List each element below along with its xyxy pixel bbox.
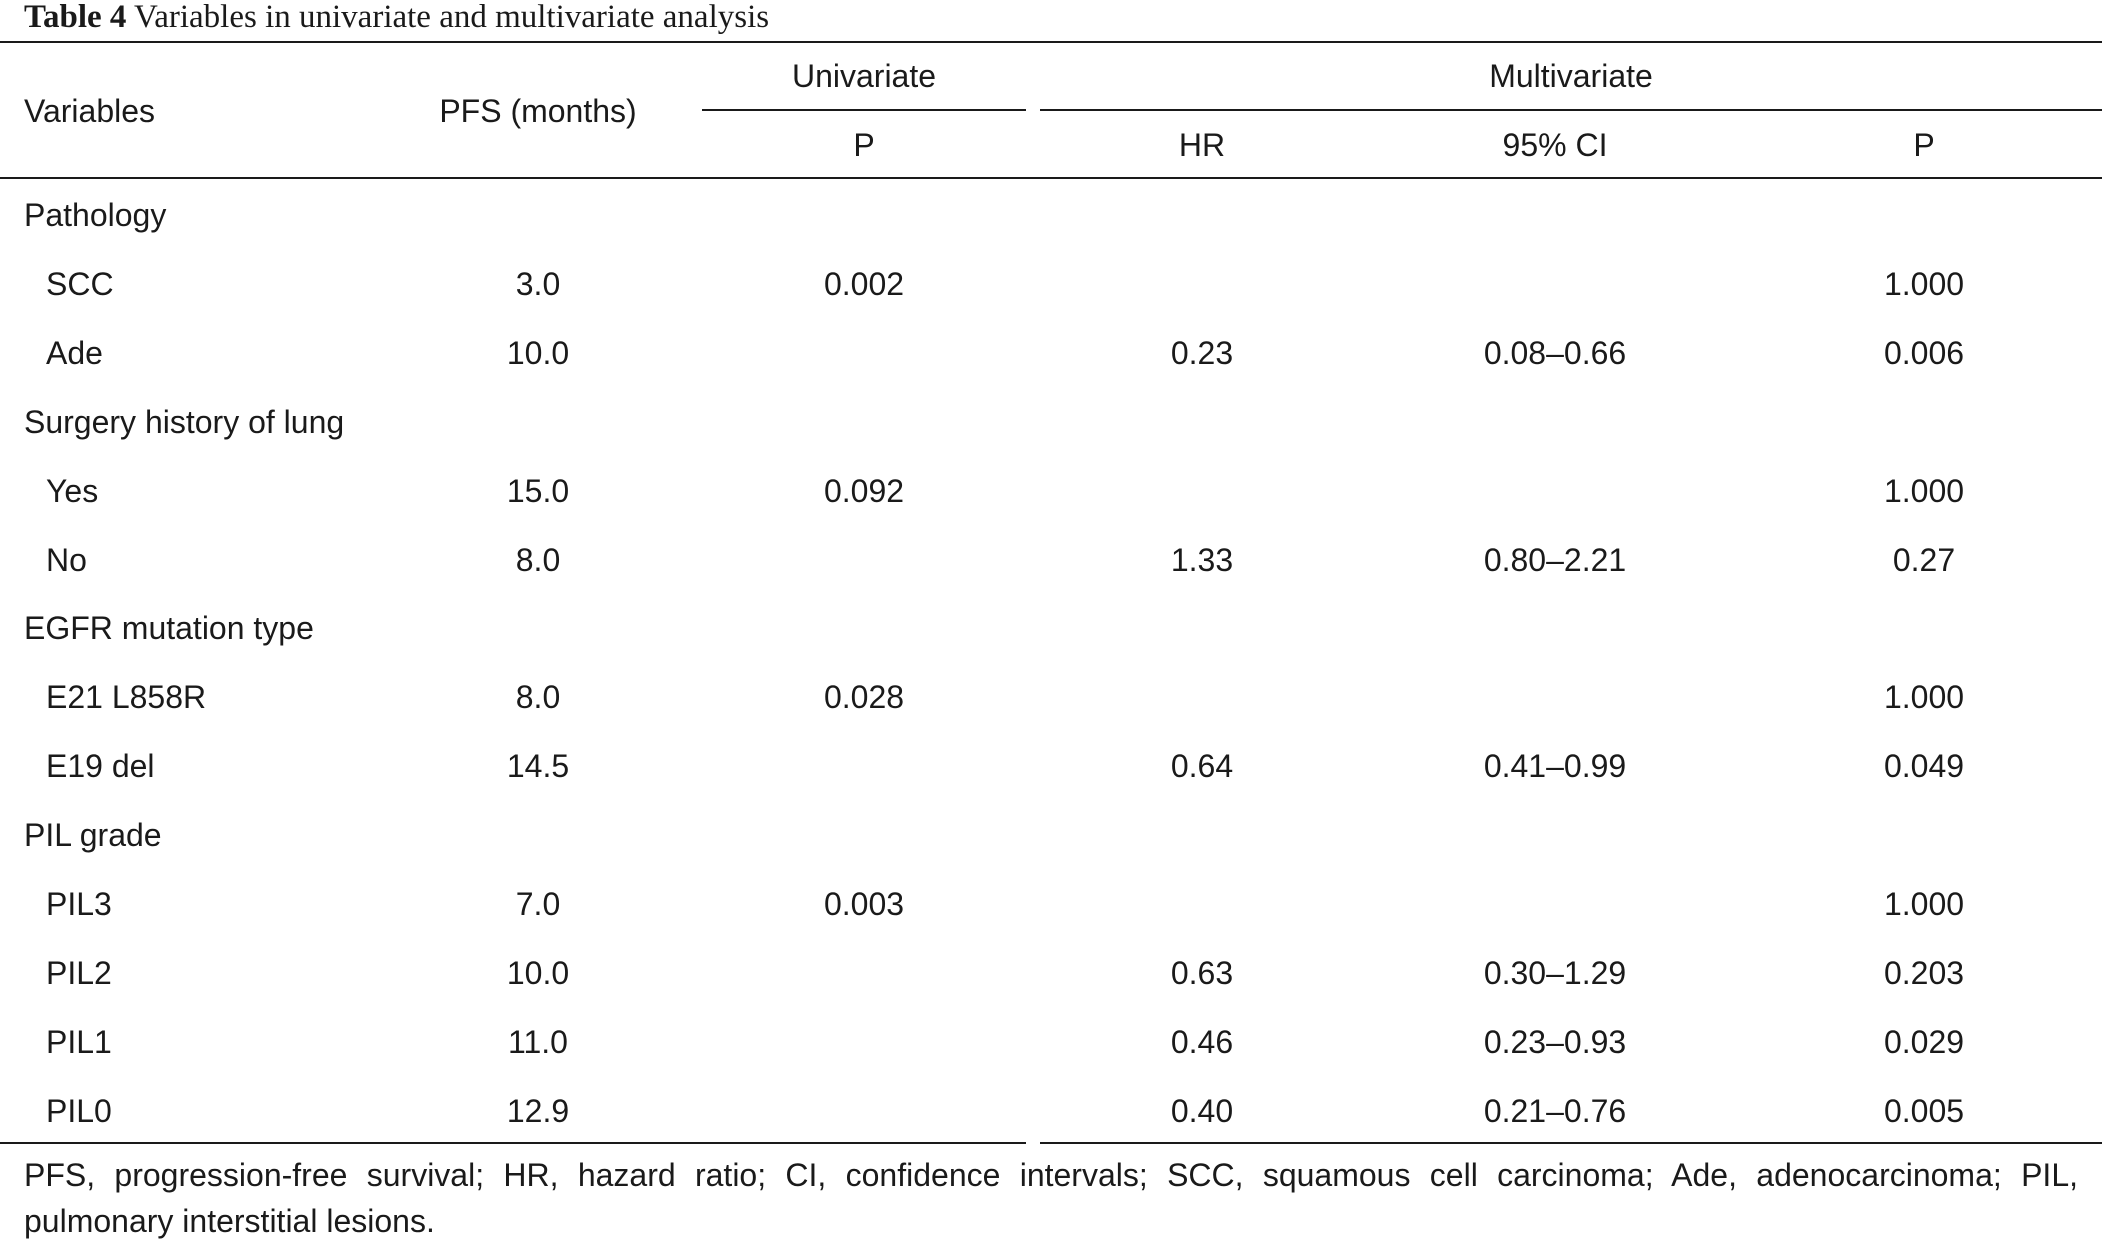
header-variables: Variables xyxy=(24,93,156,129)
cell-multivariate-p: 0.006 xyxy=(1883,335,1965,371)
cell-95ci: 0.08–0.66 xyxy=(1483,335,1627,371)
cell-univariate-p: 0.003 xyxy=(823,886,905,922)
cell-95ci: 0.30–1.29 xyxy=(1483,955,1627,991)
cell-multivariate-p: 0.005 xyxy=(1883,1093,1965,1129)
cell-pfs: 7.0 xyxy=(515,886,561,922)
cell-pfs: 11.0 xyxy=(508,1024,568,1060)
table-caption-text: Variables in univariate and multivariate… xyxy=(126,0,770,35)
variable-label: No xyxy=(46,542,87,578)
cell-pfs: 10.0 xyxy=(506,955,570,991)
cell-multivariate-p: 1.000 xyxy=(1883,473,1965,509)
table-footnote: PFS, progression-free survival; HR, haza… xyxy=(24,1157,2078,1239)
variable-label: Ade xyxy=(46,335,103,371)
cell-95ci: 0.23–0.93 xyxy=(1483,1024,1627,1060)
header-bottom-rule xyxy=(0,177,2102,179)
cell-pfs: 15.0 xyxy=(506,473,570,509)
cell-hr: 0.64 xyxy=(1170,748,1234,784)
group-label: PIL grade xyxy=(24,817,162,853)
header-univariate: Univariate xyxy=(791,58,937,94)
cell-hr: 0.40 xyxy=(1170,1093,1234,1129)
cell-95ci: 0.80–2.21 xyxy=(1483,542,1627,578)
variable-label: SCC xyxy=(46,266,114,302)
multivariate-span-rule xyxy=(1040,109,2102,111)
cell-95ci: 0.41–0.99 xyxy=(1483,748,1627,784)
header-univariate-p: P xyxy=(853,127,875,163)
cell-univariate-p: 0.092 xyxy=(823,473,905,509)
header-pfs: PFS (months) xyxy=(439,93,637,129)
variable-label: PIL2 xyxy=(46,955,112,991)
cell-multivariate-p: 0.203 xyxy=(1883,955,1965,991)
cell-hr: 0.23 xyxy=(1170,335,1234,371)
cell-hr: 1.33 xyxy=(1170,542,1234,578)
cell-multivariate-p: 1.000 xyxy=(1883,679,1965,715)
cell-multivariate-p: 1.000 xyxy=(1883,886,1965,922)
cell-multivariate-p: 0.029 xyxy=(1883,1024,1965,1060)
table-caption: Table 4 Variables in univariate and mult… xyxy=(24,0,769,34)
variable-label: Yes xyxy=(46,473,99,509)
header-multivariate: Multivariate xyxy=(1489,58,1653,94)
bottom-rule-left xyxy=(0,1142,1026,1144)
variable-label: PIL1 xyxy=(46,1024,112,1060)
variable-label: PIL3 xyxy=(46,886,112,922)
bottom-rule-right xyxy=(1040,1142,2102,1144)
cell-multivariate-p: 1.000 xyxy=(1883,266,1965,302)
cell-univariate-p: 0.002 xyxy=(823,266,905,302)
cell-95ci: 0.21–0.76 xyxy=(1483,1093,1627,1129)
header-multivariate-p: P xyxy=(1913,127,1935,163)
header-hr: HR xyxy=(1178,127,1226,163)
cell-multivariate-p: 0.049 xyxy=(1883,748,1965,784)
cell-pfs: 8.0 xyxy=(515,679,561,715)
univariate-span-rule xyxy=(702,109,1026,111)
table-caption-label: Table 4 xyxy=(24,0,127,35)
cell-univariate-p: 0.028 xyxy=(823,679,905,715)
top-rule xyxy=(0,41,2102,43)
group-label: Pathology xyxy=(24,197,167,233)
variable-label: PIL0 xyxy=(46,1093,112,1129)
cell-hr: 0.63 xyxy=(1170,955,1234,991)
cell-pfs: 12.9 xyxy=(506,1093,570,1129)
group-label: EGFR mutation type xyxy=(24,610,314,646)
cell-hr: 0.46 xyxy=(1170,1024,1234,1060)
group-label: Surgery history of lung xyxy=(24,404,345,440)
cell-pfs: 8.0 xyxy=(515,542,561,578)
cell-multivariate-p: 0.27 xyxy=(1892,542,1956,578)
variable-label: E21 L858R xyxy=(46,679,207,715)
cell-pfs: 14.5 xyxy=(506,748,570,784)
cell-pfs: 10.0 xyxy=(506,335,570,371)
header-95ci: 95% CI xyxy=(1502,127,1608,163)
cell-pfs: 3.0 xyxy=(515,266,561,302)
variable-label: E19 del xyxy=(46,748,155,784)
